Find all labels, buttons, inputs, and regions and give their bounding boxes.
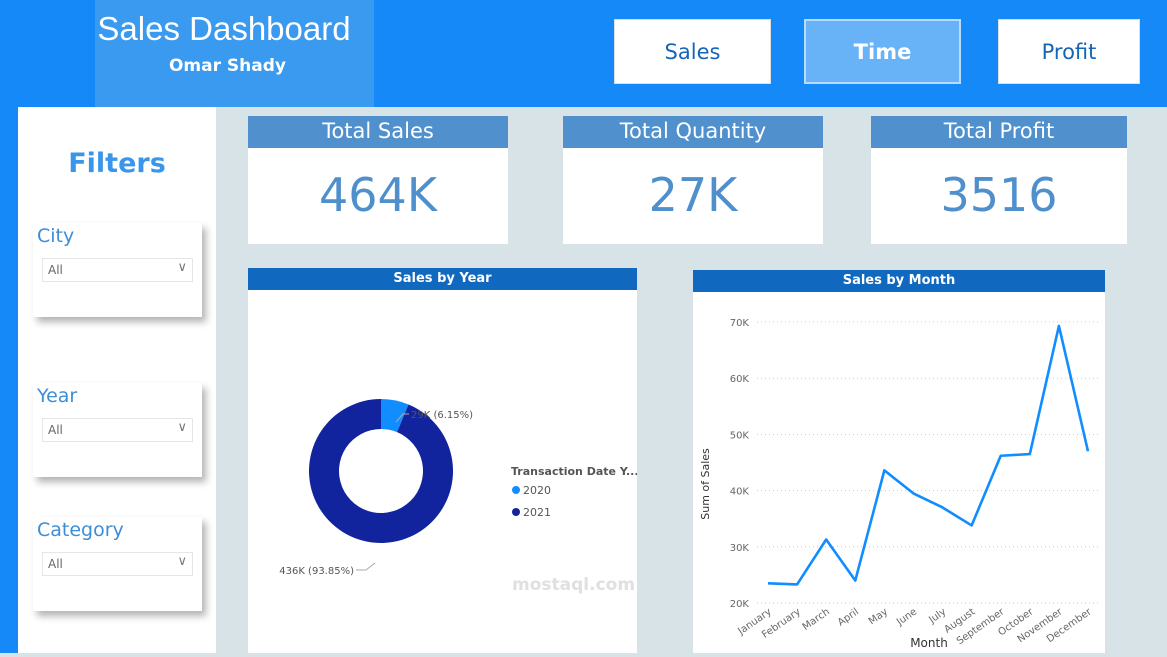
card-value: 464K bbox=[319, 168, 437, 222]
data-point[interactable] bbox=[970, 523, 974, 527]
chevron-down-icon: ∨ bbox=[177, 260, 187, 275]
x-tick-label: March bbox=[801, 606, 832, 632]
label-leader-2020 bbox=[395, 413, 409, 423]
y-tick-label: 30K bbox=[730, 543, 750, 554]
data-point[interactable] bbox=[911, 491, 915, 495]
category-dropdown[interactable]: All ∨ bbox=[42, 552, 193, 576]
x-tick-label: July bbox=[926, 606, 948, 626]
chevron-down-icon: ∨ bbox=[177, 420, 187, 435]
nav-sales-button[interactable]: Sales bbox=[614, 19, 771, 84]
donut-slice-2020[interactable] bbox=[381, 399, 409, 433]
card-title: Total Profit bbox=[871, 116, 1127, 148]
nav-time-button[interactable]: Time bbox=[804, 19, 961, 84]
card-value: 3516 bbox=[940, 168, 1058, 222]
sales-line bbox=[767, 324, 1090, 586]
chart-title: Sales by Month bbox=[693, 270, 1105, 292]
city-dropdown[interactable]: All ∨ bbox=[42, 258, 193, 282]
chart-title: Sales by Year bbox=[248, 268, 637, 290]
x-tick-label: May bbox=[867, 606, 890, 627]
data-point[interactable] bbox=[853, 579, 857, 583]
slice-label-2021: 436K (93.85%) bbox=[279, 566, 354, 577]
year-dropdown[interactable]: All ∨ bbox=[42, 418, 193, 442]
card-value: 27K bbox=[648, 168, 738, 222]
card-title: Total Quantity bbox=[563, 116, 823, 148]
legend-label-2021[interactable]: 2021 bbox=[523, 506, 551, 519]
y-tick-label: 20K bbox=[730, 599, 750, 610]
legend-title: Transaction Date Y... bbox=[511, 465, 637, 478]
data-point[interactable] bbox=[1028, 452, 1032, 456]
chevron-down-icon: ∨ bbox=[177, 554, 187, 569]
x-axis-label: Month bbox=[910, 636, 948, 650]
slicer-label: Category bbox=[37, 519, 124, 541]
nav-profit-button[interactable]: Profit bbox=[998, 19, 1140, 84]
data-point[interactable] bbox=[1057, 324, 1061, 328]
slicer-label: City bbox=[37, 225, 75, 247]
donut-chart: Transaction Date Y... 2020 2021 29K (6.1… bbox=[279, 399, 639, 577]
x-tick-label: April bbox=[836, 606, 861, 628]
dropdown-value: All bbox=[48, 263, 63, 277]
total-quantity-card: Total Quantity 27K bbox=[563, 116, 823, 244]
data-point[interactable] bbox=[882, 468, 886, 472]
y-tick-label: 70K bbox=[730, 318, 750, 329]
data-point[interactable] bbox=[1086, 449, 1090, 453]
sales-by-month-panel: Sales by Month 20K 30K 40K 50K 60K 70K January… bbox=[693, 270, 1105, 653]
y-tick-label: 40K bbox=[730, 487, 750, 498]
city-slicer: City All ∨ bbox=[33, 223, 202, 317]
data-point[interactable] bbox=[795, 582, 799, 586]
data-point[interactable] bbox=[999, 454, 1003, 458]
title-box: Sales Dashboard Omar Shady bbox=[95, 0, 374, 107]
slicer-label: Year bbox=[37, 385, 78, 407]
data-point[interactable] bbox=[824, 537, 828, 541]
data-point[interactable] bbox=[766, 581, 770, 585]
legend-label-2020[interactable]: 2020 bbox=[523, 484, 551, 497]
y-tick-label: 50K bbox=[730, 430, 750, 441]
dropdown-value: All bbox=[48, 423, 63, 437]
dashboard-title: Sales Dashboard bbox=[97, 10, 351, 47]
sales-by-year-panel: Sales by Year Transaction Date Y... 2020… bbox=[248, 268, 639, 653]
label-leader-2021 bbox=[356, 562, 376, 571]
watermark: mostaql.com bbox=[512, 575, 636, 595]
y-tick-label: 60K bbox=[730, 374, 750, 385]
data-point[interactable] bbox=[941, 505, 945, 509]
total-sales-card: Total Sales 464K bbox=[248, 116, 508, 244]
card-title: Total Sales bbox=[248, 116, 508, 148]
x-tick-label: June bbox=[894, 606, 919, 628]
dropdown-value: All bbox=[48, 557, 63, 571]
legend-marker-2020 bbox=[512, 486, 520, 494]
left-strip bbox=[0, 107, 18, 653]
legend-marker-2021 bbox=[512, 508, 520, 516]
slice-label-2020: 29K (6.15%) bbox=[411, 410, 473, 421]
category-slicer: Category All ∨ bbox=[33, 517, 202, 611]
year-slicer: Year All ∨ bbox=[33, 383, 202, 477]
y-axis-label: Sum of Sales bbox=[699, 448, 712, 520]
author-name: Omar Shady bbox=[168, 56, 286, 76]
donut-slice-2021[interactable] bbox=[309, 399, 453, 543]
total-profit-card: Total Profit 3516 bbox=[871, 116, 1127, 244]
filters-heading: Filters bbox=[68, 148, 166, 179]
